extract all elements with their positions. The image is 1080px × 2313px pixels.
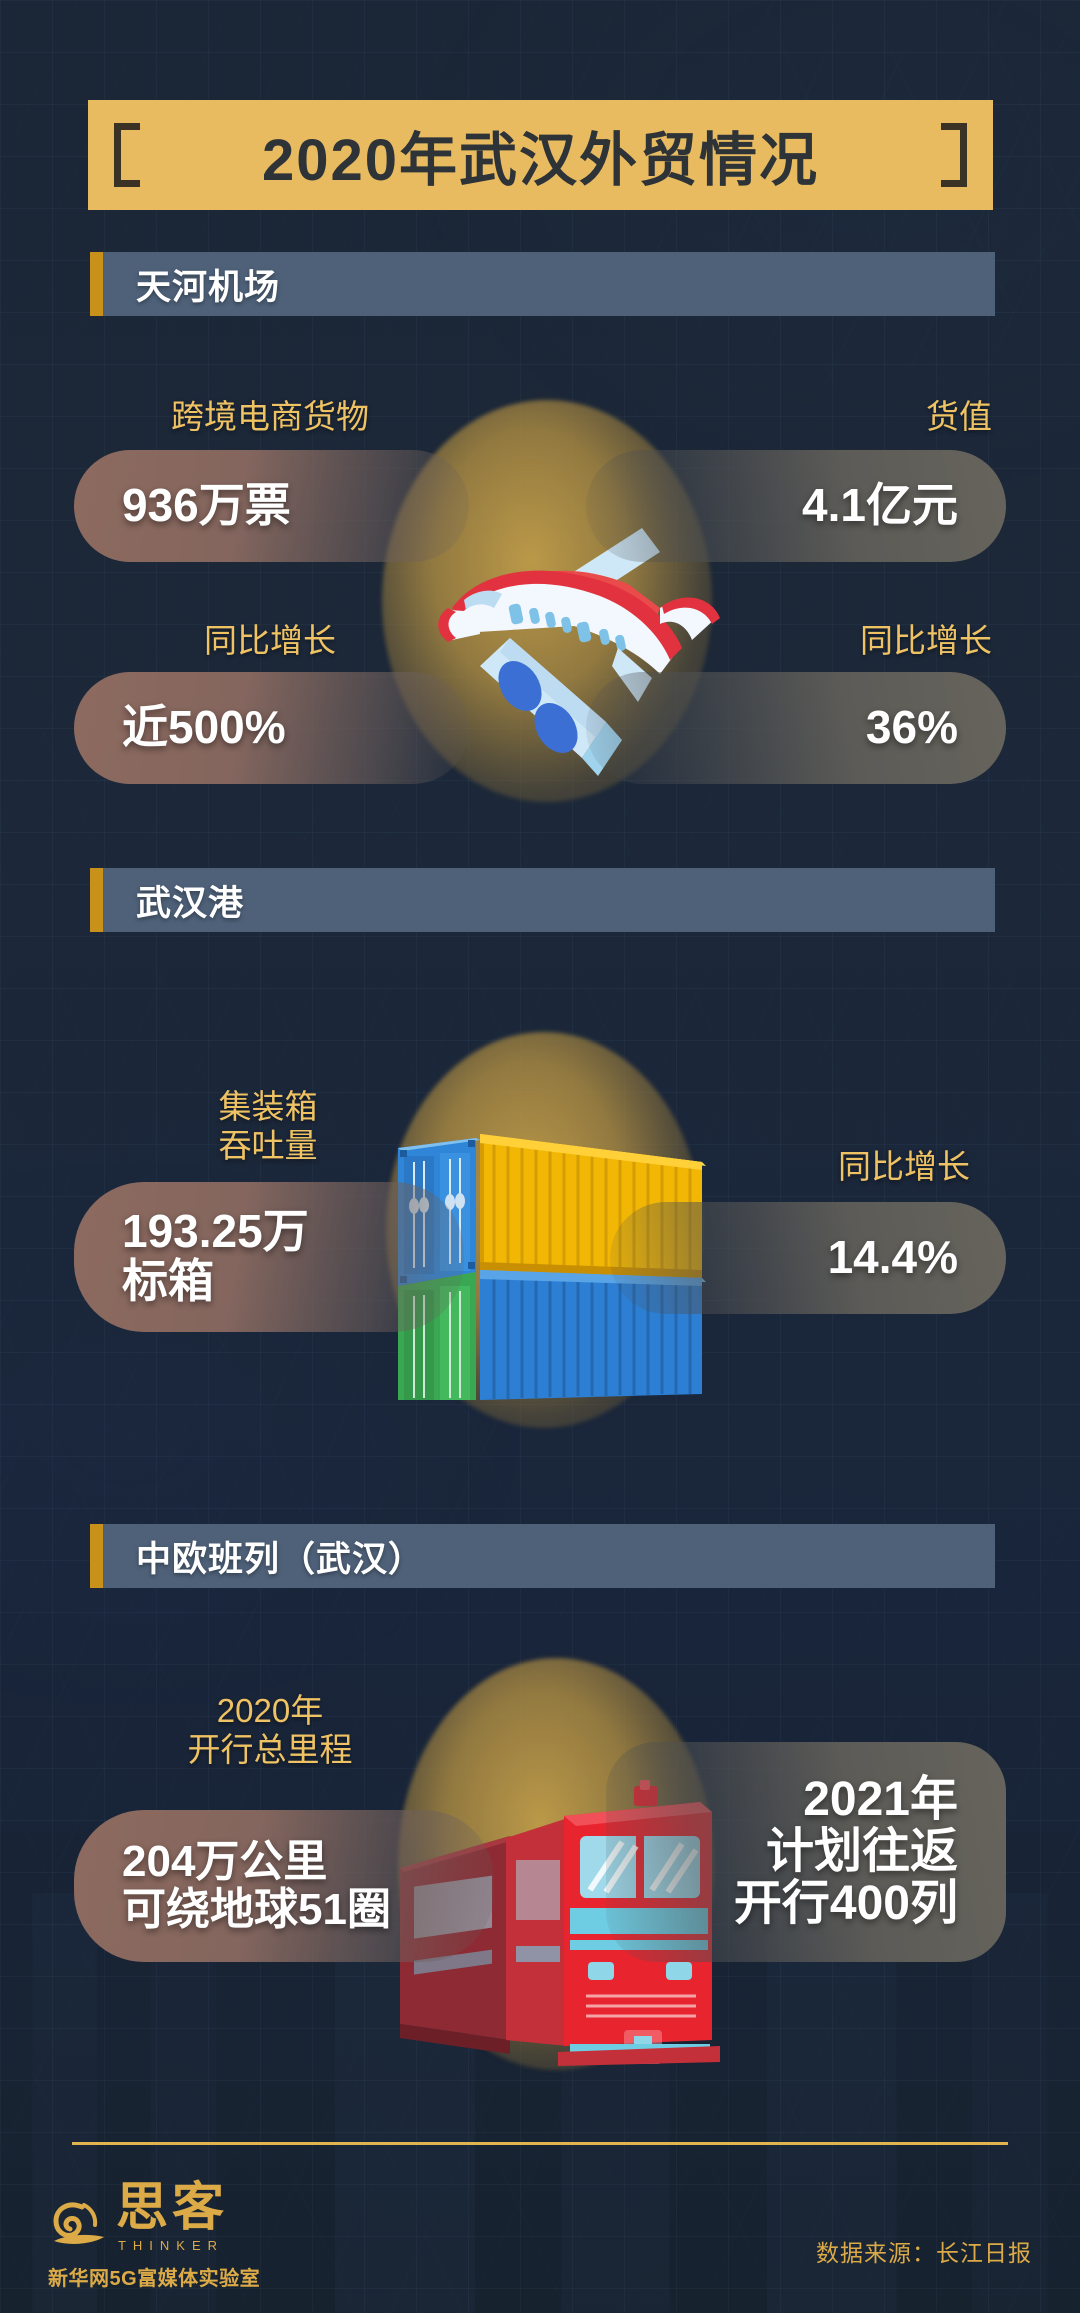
data-source: 数据来源：长江日报 [816,2240,1032,2266]
section-accent-bar [90,1524,103,1588]
stat-value-airport-1: 4.1亿元 [802,479,958,532]
section-title-port: 武汉港 [136,883,245,923]
stat-label-port-1: 同比增长 [838,1148,970,1185]
page-title: 2020年武汉外贸情况 [261,128,820,193]
stat-pill-airport-3: 36% [586,672,1006,784]
section-accent-bar [90,252,103,316]
logo-subtitle: 新华网5G富媒体实验室 [48,2268,261,2290]
stat-label-airport-2: 同比增长 [204,622,336,659]
stat-label-port-0: 集装箱 吞吐量 [218,1088,318,1164]
logo-latin: THINKER [117,2238,225,2253]
bracket-right-icon [941,123,967,187]
stat-value-port-1: 14.4% [827,1231,958,1284]
stat-pill-airport-2: 近500% [74,672,469,784]
stat-value-airport-0: 936万票 [122,479,291,532]
section-header-airport: 天河机场 [90,252,995,316]
spiral-brush-icon [53,2202,104,2244]
section-header-port: 武汉港 [90,868,995,932]
stat-pill-port-1: 14.4% [610,1202,1006,1314]
stat-label-airport-1: 货值 [926,398,992,435]
logo-characters: 思客 [116,2177,229,2238]
stat-value-airport-3: 36% [865,701,958,754]
section-title-airport: 天河机场 [136,267,281,307]
footer-divider [72,2142,1008,2145]
stat-value-airport-2: 近500% [122,701,286,754]
section-header-railway: 中欧班列（武汉） [90,1524,995,1588]
stat-pill-airport-0: 936万票 [74,450,469,562]
stat-label-airport-3: 同比增长 [860,622,992,659]
stat-label-railway-0: 2020年 开行总里程 [187,1692,353,1768]
stat-value-railway-1: 2021年 计划往返 开行400列 [733,1773,958,1930]
stat-pill-railway-0: 204万公里 可绕地球51圈 [74,1810,494,1962]
stat-value-port-0: 193.25万 标箱 [122,1205,309,1307]
stat-label-airport-0: 跨境电商货物 [171,398,369,435]
section-title-railway: 中欧班列（武汉） [136,1539,425,1579]
stat-value-railway-0: 204万公里 可绕地球51圈 [122,1837,391,1934]
title-banner: 2020年武汉外贸情况 [88,100,993,210]
stat-pill-port-0: 193.25万 标箱 [74,1182,464,1332]
stat-pill-airport-1: 4.1亿元 [586,450,1006,562]
thinker-logo: 思客 THINKER 新华网5G富媒体实验室 [48,2182,328,2291]
stat-pill-railway-1: 2021年 计划往返 开行400列 [606,1742,1006,1962]
section-accent-bar [90,868,103,932]
bracket-left-icon [114,123,140,187]
